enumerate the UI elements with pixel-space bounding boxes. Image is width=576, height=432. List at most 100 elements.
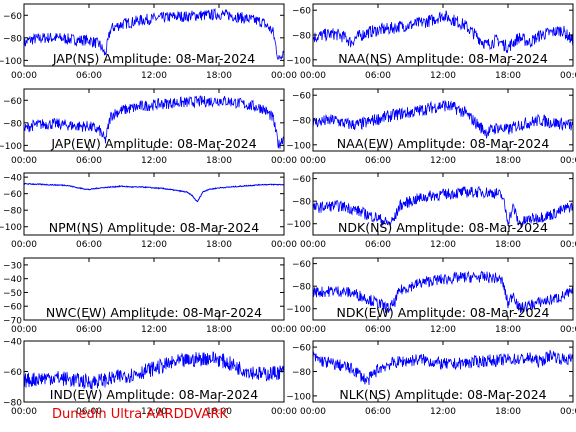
x-tick-label: 12:00: [430, 240, 456, 250]
x-tick-label: 18:00: [495, 240, 521, 250]
x-tick-label: 18:00: [206, 240, 232, 250]
x-tick-label: 18:00: [495, 325, 521, 335]
x-tick-label: 18:00: [206, 325, 232, 335]
x-tick-label: 06:00: [76, 325, 102, 335]
y-tick-label: −80: [3, 399, 22, 409]
x-tick-label: 06:00: [76, 71, 102, 81]
panel-9: −80 −60 −40 00:00 06:00 12:00 18:00 00:00 IND(EW…: [3, 338, 297, 418]
x-tick-label: 00:00: [271, 407, 297, 417]
panel-5: −100 −80 −60 −40 00:00 06:00 12:00 18:00 00:00 NP…: [0, 172, 297, 250]
x-tick-label: 00:00: [300, 325, 326, 335]
chart-title: NDK(NS) Amplitude: 08-Mar-2024: [338, 220, 548, 235]
y-tick-label: −60: [292, 175, 311, 185]
y-tick-label: −80: [292, 368, 311, 378]
y-tick-label: −80: [292, 198, 311, 208]
series-line-6-1: [312, 186, 574, 228]
x-tick-label: 18:00: [495, 71, 521, 81]
y-tick-label: −70: [3, 317, 22, 327]
y-tick-label: −100: [286, 220, 311, 230]
y-tick-label: −40: [3, 338, 22, 348]
panel-2: −100 −80 −60 00:00 06:00 12:00 18:00 00:00 NAA(N…: [286, 3, 576, 81]
x-tick-label: 12:00: [430, 71, 456, 81]
y-tick-label: −80: [3, 34, 22, 44]
y-tick-label: −100: [286, 141, 311, 151]
x-tick-label: 00:00: [11, 407, 37, 417]
panel-4: −100 −80 −60 00:00 06:00 12:00 18:00 00:00 NAA(E…: [286, 88, 576, 166]
x-tick-label: 12:00: [141, 407, 167, 417]
x-tick-label: 18:00: [206, 407, 232, 417]
chart-title: JAP(NS) Amplitude: 08-Mar-2024: [52, 51, 255, 66]
panel-10: −100 −80 −60 00:00 06:00 12:00 18:00 00:00 NLK(N…: [286, 340, 576, 417]
x-tick-label: 06:00: [365, 325, 391, 335]
series-line-9-1: [23, 351, 285, 390]
x-tick-label: 06:00: [76, 240, 102, 250]
y-tick-label: −60: [3, 190, 22, 200]
x-tick-label: 00:00: [300, 71, 326, 81]
y-tick-label: −60: [292, 260, 311, 270]
x-tick-label: 00:00: [11, 325, 37, 335]
chart-title: JAP(EW) Amplitude: 08-Mar-2024: [50, 136, 256, 151]
x-tick-label: 12:00: [430, 407, 456, 417]
x-tick-label: 06:00: [365, 71, 391, 81]
y-tick-label: −100: [0, 57, 22, 67]
x-tick-label: 00:00: [560, 325, 576, 335]
x-tick-label: 12:00: [141, 71, 167, 81]
x-tick-label: 06:00: [76, 156, 102, 166]
y-tick-label: −100: [0, 142, 22, 152]
y-tick-label: −80: [292, 117, 311, 127]
y-tick-label: −60: [292, 92, 311, 102]
x-tick-label: 18:00: [206, 71, 232, 81]
y-tick-label: −60: [292, 344, 311, 354]
y-tick-label: −60: [3, 12, 22, 22]
panel-6: −100 −80 −60 00:00 06:00 12:00 18:00 00:00 NDK(N…: [286, 172, 576, 250]
x-tick-label: 00:00: [300, 407, 326, 417]
chart-title: NPM(NS) Amplitude: 08-Mar-2024: [49, 220, 259, 235]
x-tick-label: 00:00: [560, 407, 576, 417]
x-tick-label: 00:00: [11, 156, 37, 166]
y-tick-label: −40: [3, 275, 22, 285]
chart-title: IND(EW) Amplitude: 08-Mar-2024: [50, 387, 258, 402]
x-tick-label: 00:00: [271, 325, 297, 335]
y-tick-label: −80: [3, 119, 22, 129]
chart-title: NLK(NS) Amplitude: 08-Mar-2024: [339, 387, 546, 402]
x-tick-label: 12:00: [430, 325, 456, 335]
x-tick-label: 00:00: [271, 156, 297, 166]
x-tick-label: 18:00: [495, 407, 521, 417]
x-tick-label: 00:00: [300, 240, 326, 250]
series-line-10-1: [312, 349, 574, 386]
x-tick-label: 00:00: [560, 156, 576, 166]
footer-label: Dunedin Ultra AARDDVARK: [52, 407, 228, 422]
series-line-4-1: [312, 99, 574, 139]
x-tick-label: 12:00: [430, 156, 456, 166]
series-line-3-1: [23, 95, 285, 149]
panel-1: −100 −80 −60 00:00 06:00 12:00 18:00 00:00 JAP(N…: [0, 3, 297, 81]
y-tick-label: −60: [3, 368, 22, 378]
y-tick-label: −100: [0, 223, 22, 233]
y-tick-label: −80: [3, 207, 22, 217]
x-tick-label: 12:00: [141, 325, 167, 335]
x-tick-label: 00:00: [300, 156, 326, 166]
y-tick-label: −60: [292, 7, 311, 17]
x-tick-label: 12:00: [141, 240, 167, 250]
y-tick-label: −60: [3, 303, 22, 313]
x-tick-label: 00:00: [11, 71, 37, 81]
y-tick-label: −50: [3, 289, 22, 299]
series-line-8-1: [312, 270, 574, 314]
x-tick-label: 06:00: [365, 407, 391, 417]
chart-title: NAA(NS) Amplitude: 08-Mar-2024: [338, 51, 548, 66]
y-tick-label: −40: [3, 174, 22, 184]
x-tick-label: 06:00: [365, 240, 391, 250]
panel-8: −100 −80 −60 00:00 06:00 12:00 18:00 00:00 NDK(E…: [286, 257, 576, 335]
x-tick-label: 00:00: [271, 71, 297, 81]
x-tick-label: 18:00: [495, 156, 521, 166]
x-tick-label: 06:00: [76, 407, 102, 417]
y-tick-label: −80: [292, 283, 311, 293]
chart-title: NAA(EW) Amplitude: 08-Mar-2024: [337, 136, 550, 151]
x-tick-label: 06:00: [365, 156, 391, 166]
y-tick-label: −100: [286, 56, 311, 66]
chart-title: NDK(EW) Amplitude: 08-Mar-2024: [337, 305, 550, 320]
series-line-5-1: [23, 182, 285, 203]
series-line-1-1: [23, 7, 285, 60]
x-tick-label: 00:00: [11, 240, 37, 250]
